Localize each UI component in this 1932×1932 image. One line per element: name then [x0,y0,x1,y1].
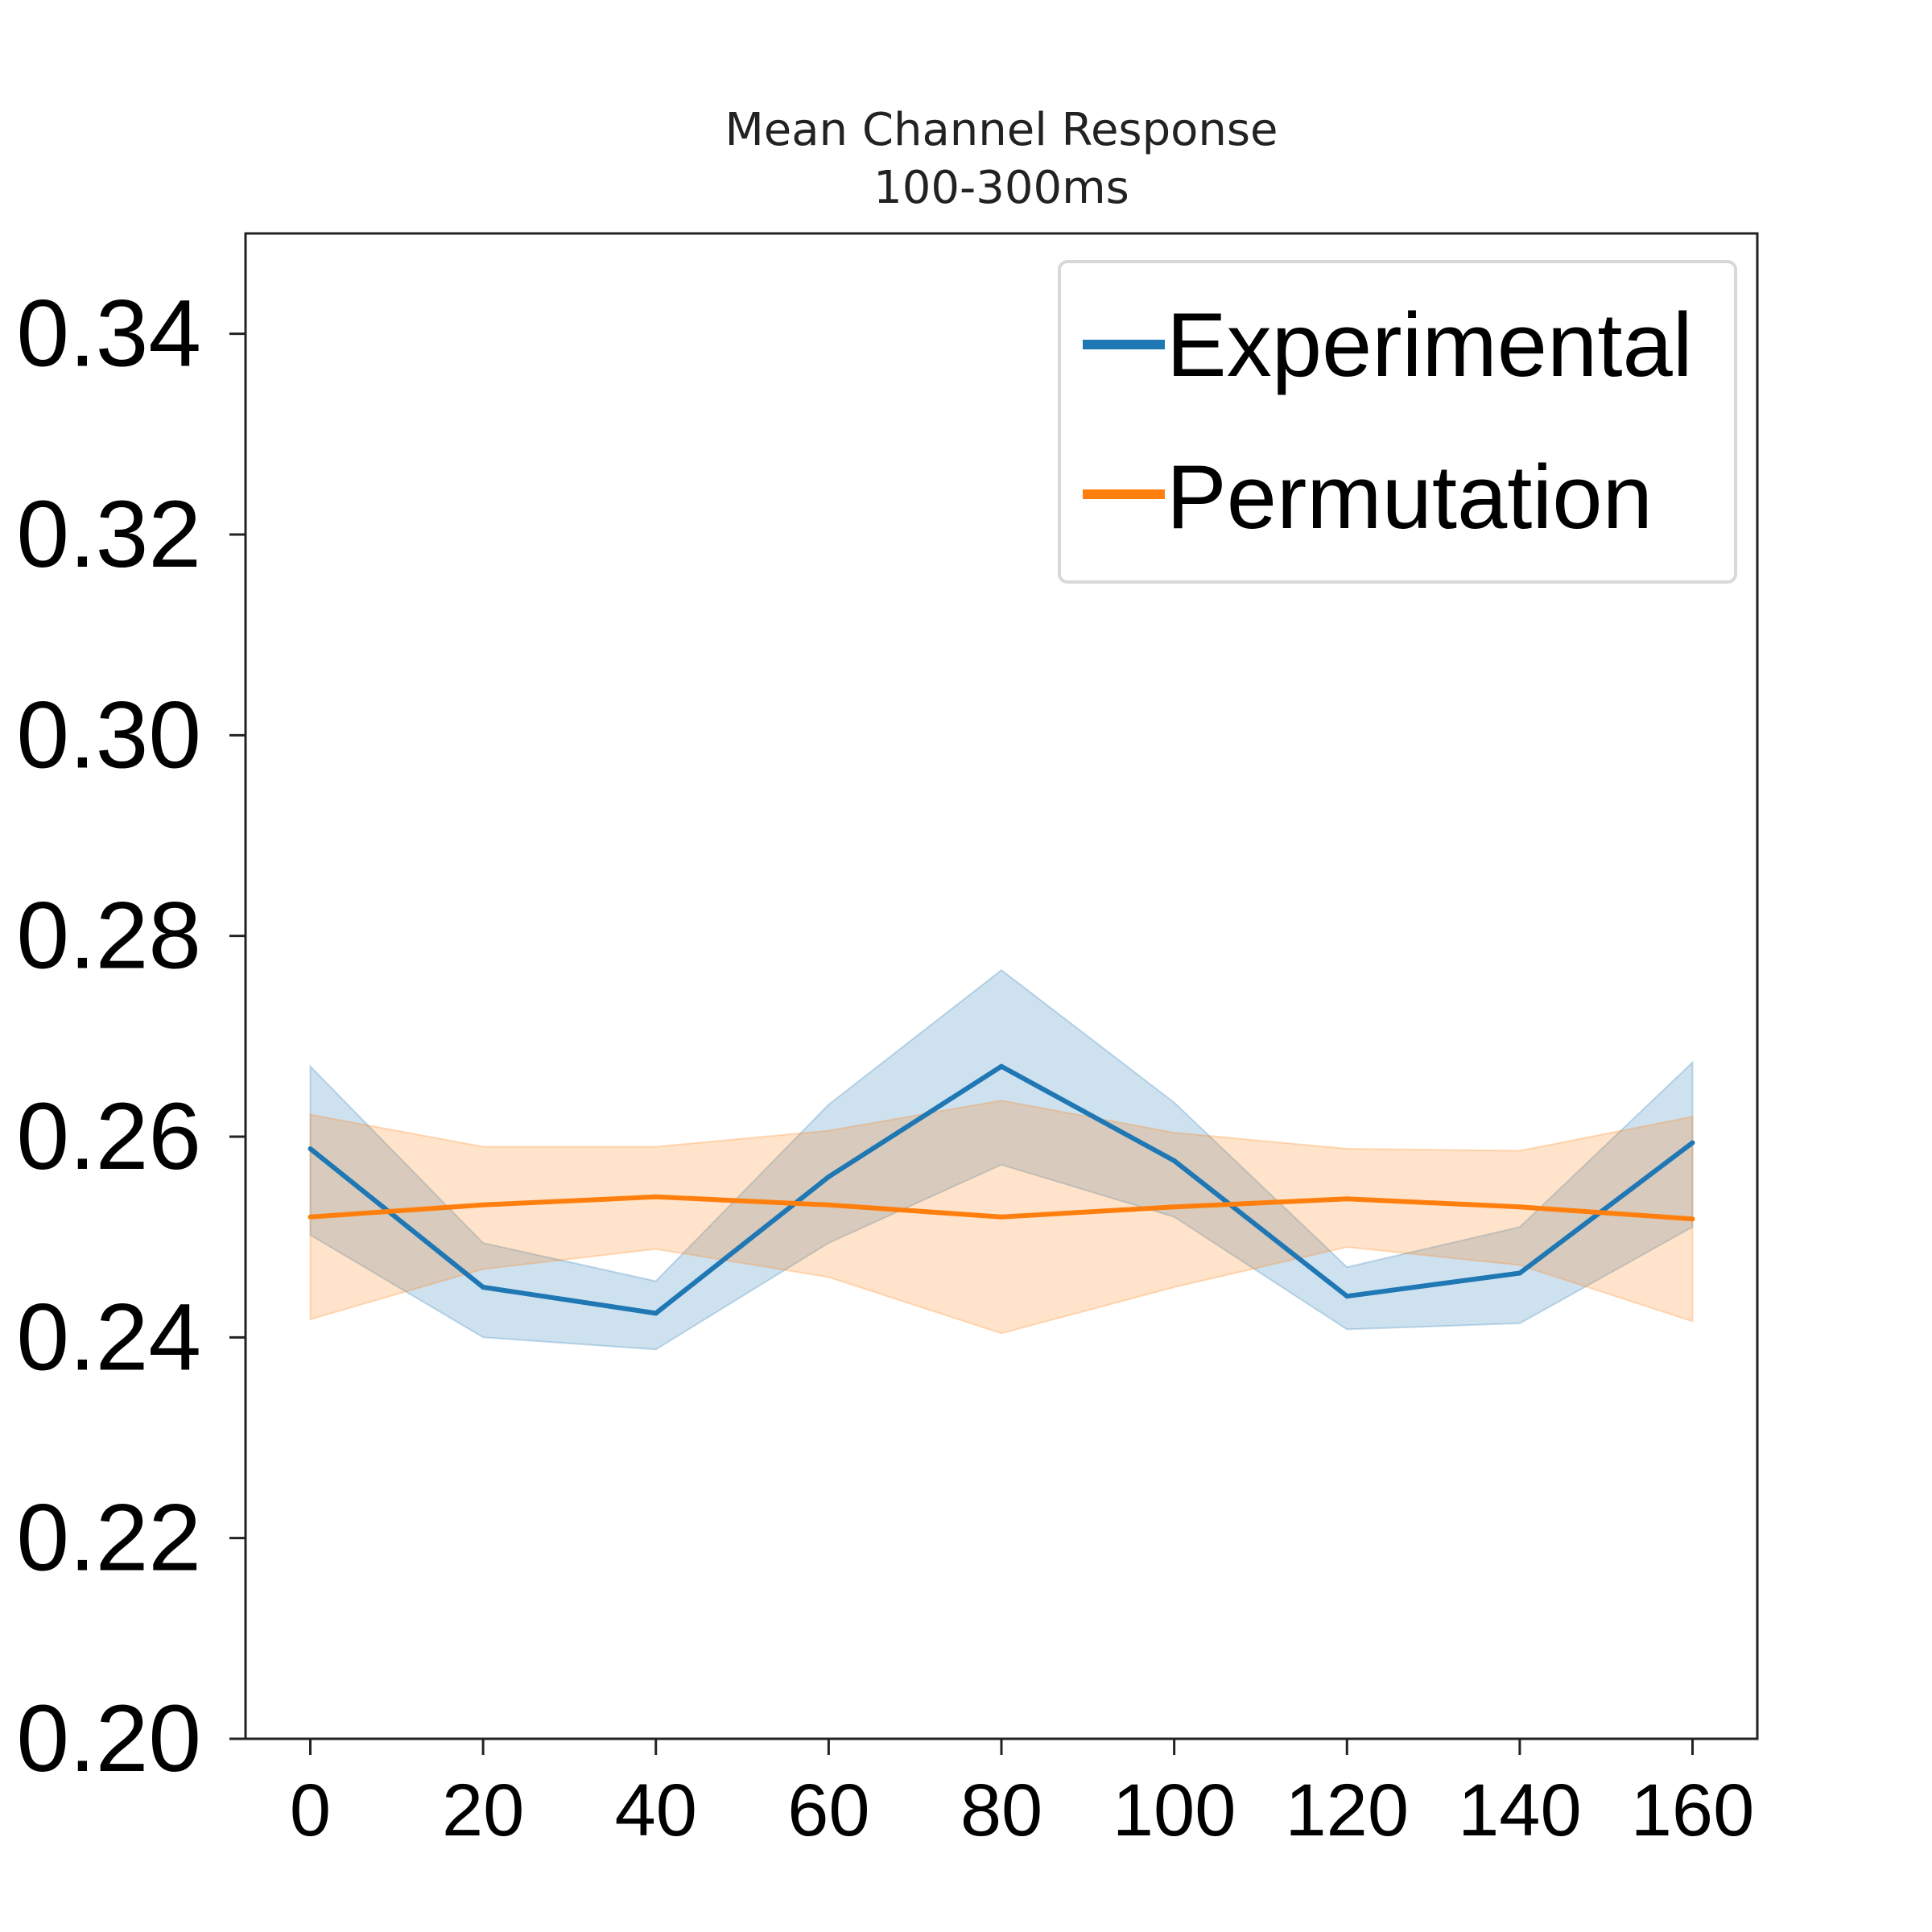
x-axis: 0 20 40 60 80 100 120 140 160 [290,1739,1754,1852]
y-tick-label: 0.30 [16,682,201,788]
point-permutation [1690,1216,1695,1222]
y-tick-label: 0.24 [16,1284,201,1390]
point-experimental [308,1146,313,1151]
point-experimental [999,1063,1004,1069]
chart-title: Mean Channel Response [724,104,1278,156]
y-axis: 0.20 0.22 0.24 0.26 0.28 0.30 0.32 0.34 [16,281,246,1792]
legend-box [1058,260,1737,584]
point-permutation [308,1214,313,1220]
point-experimental [481,1285,486,1290]
point-experimental [1690,1140,1695,1146]
legend-label-experimental: Experimental [1166,295,1693,395]
point-permutation [1171,1204,1177,1210]
point-experimental [653,1311,658,1316]
y-tick-label: 0.26 [16,1084,201,1190]
point-permutation [481,1202,486,1208]
y-tick-label: 0.22 [16,1485,201,1591]
series-lines [308,1063,1695,1316]
point-experimental [826,1174,832,1179]
point-experimental [1517,1270,1522,1276]
point-experimental [1344,1294,1350,1299]
x-tick-label: 40 [615,1769,697,1852]
x-tick-label: 60 [787,1769,869,1852]
point-experimental [1171,1158,1177,1163]
x-tick-label: 100 [1113,1769,1236,1852]
y-tick-label: 0.20 [16,1686,201,1792]
point-permutation [653,1194,658,1199]
legend: Experimental Permutation [1058,260,1737,584]
x-tick-label: 20 [442,1769,524,1852]
x-tick-label: 140 [1458,1769,1582,1852]
point-permutation [999,1214,1004,1220]
x-tick-label: 0 [290,1769,331,1852]
point-permutation [1517,1204,1522,1210]
legend-label-permutation: Permutation [1166,447,1653,547]
band-experimental [309,968,1694,1351]
y-tick-label: 0.34 [16,281,201,387]
x-tick-label: 80 [960,1769,1042,1852]
y-tick-label: 0.32 [16,481,201,588]
y-tick-label: 0.28 [16,883,201,989]
x-tick-label: 160 [1631,1769,1755,1852]
x-tick-label: 120 [1286,1769,1410,1852]
point-permutation [1344,1196,1350,1202]
point-permutation [826,1202,832,1208]
chart-subtitle: 100-300ms [873,162,1129,214]
